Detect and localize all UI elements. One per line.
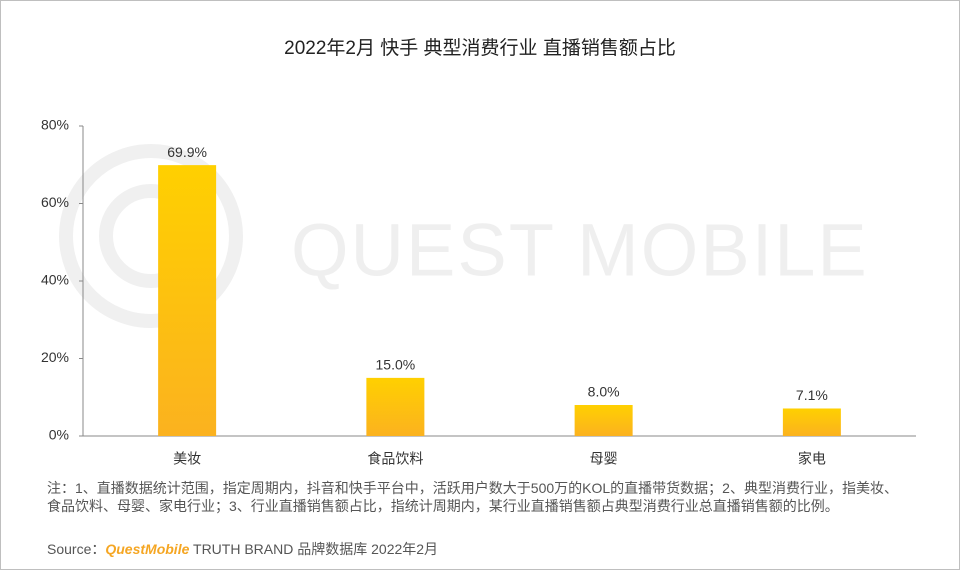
source-label: Source：: [47, 541, 106, 557]
y-tick-label: 80%: [41, 117, 69, 133]
bar: [782, 408, 841, 436]
y-tick-label: 40%: [41, 272, 69, 288]
source: Source：QuestMobile TRUTH BRAND 品牌数据库 202…: [47, 539, 438, 559]
x-tick-label: 母婴: [590, 451, 618, 467]
x-tick-label: 家电: [798, 451, 826, 467]
source-text: TRUTH BRAND 品牌数据库 2022年2月: [193, 541, 439, 557]
chart-title: 2022年2月 快手 典型消费行业 直播销售额占比: [284, 37, 676, 59]
bar: [366, 377, 425, 436]
bar: [574, 405, 633, 436]
value-label: 8.0%: [588, 384, 620, 400]
source-brand: QuestMobile: [105, 541, 190, 557]
value-label: 7.1%: [796, 387, 828, 403]
bar: [158, 165, 217, 436]
value-label: 15.0%: [376, 357, 416, 373]
x-tick-label: 食品饮料: [367, 451, 423, 467]
note: 注：1、直播数据统计范围，指定周期内，抖音和快手平台中，活跃用户数大于500万的…: [47, 480, 898, 514]
y-tick-label: 60%: [41, 194, 69, 210]
x-tick-label: 美妆: [173, 451, 201, 467]
y-tick-label: 0%: [49, 427, 69, 443]
value-label: 69.9%: [167, 144, 207, 160]
y-tick-label: 20%: [41, 349, 69, 365]
watermark: QUEST MOBILE: [291, 209, 869, 292]
